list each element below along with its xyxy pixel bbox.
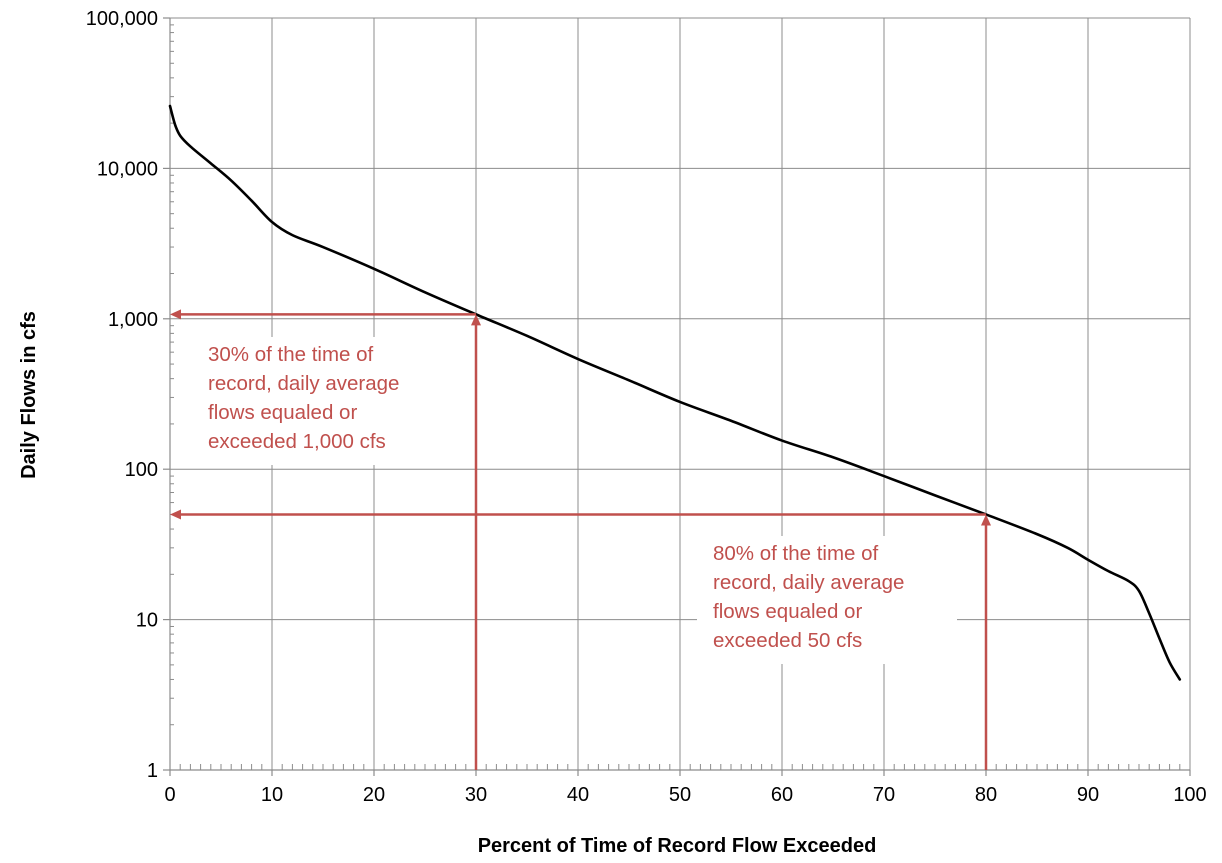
annotation-line: record, daily average [713, 571, 904, 594]
annotations: 30% of the time of record, daily average f… [170, 309, 991, 770]
gridlines [170, 17, 1191, 770]
x-axis-title: Percent of Time of Record Flow Exceeded [478, 835, 877, 857]
y-axis-title: Daily Flows in cfs [18, 311, 40, 479]
y-tick-label: 10,000 [97, 158, 158, 180]
annotation-box-30pct [182, 337, 450, 465]
tick-labels: 0 10 20 30 40 50 60 70 80 90 1001101001,00010,0001… [86, 8, 1207, 806]
annotation-line: record, daily average [208, 372, 399, 395]
annotation-line: exceeded 50 cfs [713, 629, 862, 652]
annotation-box-80pct [697, 536, 957, 664]
y-tick-label: 100 [125, 459, 158, 481]
annotation-h-arrowhead-30pct [170, 309, 181, 320]
annotation-line: 80% of the time of [713, 542, 879, 565]
annotation-line: 30% of the time of [208, 343, 374, 366]
annotation-text-80pct: 80% of the time of record, daily average f… [713, 542, 904, 652]
series-line-0 [168, 104, 1182, 681]
annotation-line: exceeded 1,000 cfs [208, 430, 386, 453]
annotation-line: flows equaled or [713, 600, 862, 623]
x-tick-label: 90 [1077, 784, 1099, 806]
x-tick-label: 20 [363, 784, 385, 806]
y-tick-label: 10 [136, 610, 158, 632]
annotation-line: flows equaled or [208, 401, 357, 424]
annotation-v-arrowhead-30pct [471, 314, 481, 326]
series-layer [168, 104, 1182, 681]
x-tick-label: 50 [669, 784, 691, 806]
x-tick-label: 30 [465, 784, 487, 806]
x-tick-label: 80 [975, 784, 997, 806]
y-tick-label: 1,000 [108, 309, 158, 331]
annotation-v-arrowhead-80pct [981, 514, 991, 526]
annotation-h-arrowhead-80pct [170, 509, 181, 520]
annotation-text-30pct: 30% of the time of record, daily average f… [208, 343, 399, 453]
x-tick-label: 40 [567, 784, 589, 806]
annotation-backgrounds [182, 337, 957, 664]
x-tick-label: 70 [873, 784, 895, 806]
x-tick-label: 0 [164, 784, 175, 806]
x-tick-label: 100 [1173, 784, 1206, 806]
x-tick-label: 10 [261, 784, 283, 806]
axes [163, 17, 1191, 776]
y-tick-label: 100,000 [86, 8, 158, 30]
x-tick-label: 60 [771, 784, 793, 806]
y-tick-label: 1 [147, 760, 158, 782]
